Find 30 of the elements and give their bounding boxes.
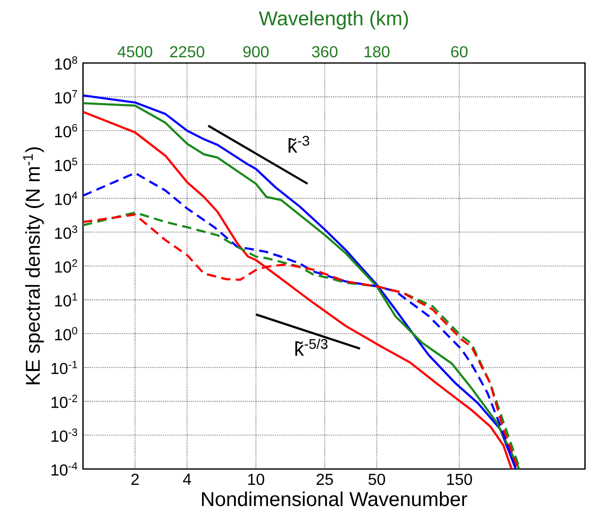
text: 900 [243, 46, 269, 58]
y-tick-label: 10$^{4}$ [55, 192, 78, 205]
y-tick-label: 10$^{8}$ [55, 56, 78, 70]
text: 2250 [170, 46, 204, 58]
y-tick-label: 10$^{7}$ [55, 90, 78, 104]
x-tick-label: 50 [368, 474, 386, 486]
y-tick-label: 10$^{1}$ [55, 293, 78, 306]
y-tick-label: 10$^{0}$ [55, 326, 78, 340]
y-tick-label: 10$^{-4}$ [52, 462, 78, 476]
text: 180 [364, 46, 390, 58]
y-tick-label: 10$^{-2}$ [52, 394, 78, 408]
x-tick-label: 25 [316, 474, 333, 486]
y-tick-label: 10$^{3}$ [55, 225, 78, 239]
x-axis-title: Nondimensional Wavenumber [202, 492, 468, 506]
y-tick-label: 10$^{6}$ [55, 124, 78, 138]
y-tick-label: 10$^{-1}$ [52, 360, 78, 374]
x-tick-label: 150 [447, 474, 472, 486]
x-tick-label: 10 [248, 474, 264, 486]
text: Wavelength (km) [258, 10, 408, 30]
text: 360 [312, 46, 338, 58]
x-tick-label: 2 [131, 474, 139, 485]
annotation: k̃$^{-3}$ [288, 136, 310, 153]
y-tick-label: 10$^{2}$ [55, 259, 78, 273]
y-tick-label: 10$^{5}$ [55, 158, 78, 172]
x-tick-label: 4 [183, 474, 192, 485]
y-tick-label: 10$^{-3}$ [52, 428, 78, 442]
text: 60 [451, 46, 468, 58]
text: 4500 [118, 46, 152, 58]
y-axis-title: KE spectral density (N m$^{-1}$) [23, 147, 44, 384]
annotation: k̃$^{-5/3}$ [295, 338, 328, 356]
